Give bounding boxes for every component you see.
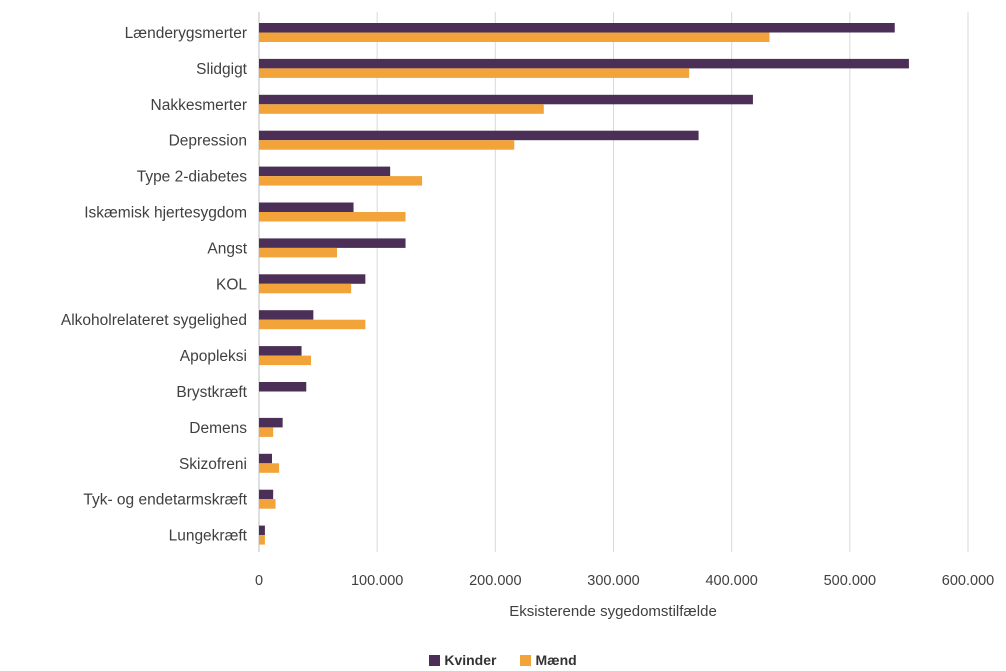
bar-kvinder-iskæmisk-hjertesygdom (259, 202, 354, 212)
legend-swatch-kvinder (429, 654, 441, 666)
category-label: Demens (189, 420, 247, 437)
bar-maend-demens (259, 427, 274, 437)
category-label: Brystkræft (176, 384, 247, 401)
legend-swatch-maend (520, 654, 532, 666)
bar-kvinder-alkoholrelateret-sygelighed (259, 310, 314, 320)
category-label: KOL (216, 276, 247, 293)
bar-kvinder-skizofreni (259, 453, 272, 464)
category-label: Depression (169, 133, 247, 150)
legend-item-kvinder: Kvinder (429, 652, 496, 668)
category-label: Skizofreni (179, 456, 247, 473)
bar-kvinder-slidgigt (259, 58, 909, 69)
bar-maend-alkoholrelateret-sygelighed (259, 319, 366, 330)
bars (259, 23, 909, 545)
x-tick-label: 400.000 (705, 573, 757, 589)
bar-kvinder-angst (259, 238, 406, 248)
bar-kvinder-depression (259, 130, 699, 141)
x-tick-label: 600.000 (942, 573, 994, 589)
x-axis-title: Eksisterende sygedomstilfælde (509, 603, 717, 620)
bar-maend-depression (259, 140, 515, 150)
bar-kvinder-nakkesmerter (259, 94, 753, 105)
bar-maend-lænderygsmerter (259, 32, 770, 42)
bar-maend-nakkesmerter (259, 104, 544, 114)
category-label: Lungekræft (169, 528, 248, 545)
category-label: Type 2-diabetes (137, 169, 248, 186)
bar-kvinder-kol (259, 274, 366, 284)
bar-kvinder-lænderygsmerter (259, 23, 895, 33)
bar-maend-slidgigt (259, 68, 690, 78)
bar-maend-kol (259, 283, 352, 294)
bar-maend-iskæmisk-hjertesygdom (259, 212, 406, 222)
category-label: Alkoholrelateret sygelighed (61, 312, 247, 329)
category-label: Slidgigt (196, 61, 248, 78)
category-labels: Lænderygsmerter Slidgigt Nakkesmerter Depre… (61, 25, 248, 545)
category-label: Nakkesmerter (151, 97, 247, 114)
category-label: Iskæmisk hjertesygdom (84, 205, 247, 222)
x-tick-label: 500.000 (824, 573, 876, 589)
category-label: Tyk- og endetarmskræft (83, 492, 247, 509)
x-tick-label: 300.000 (587, 573, 639, 589)
bar-kvinder-lungekræft (259, 525, 265, 536)
bar-maend-angst (259, 247, 337, 258)
bar-maend-tyk-og-endetarmskræft (259, 499, 276, 509)
category-label: Angst (207, 240, 247, 257)
bar-maend-lungekræft (259, 535, 265, 545)
legend-label-kvinder: Kvinder (444, 652, 497, 668)
x-tick-label: 0 (255, 573, 263, 589)
bar-kvinder-demens (259, 417, 283, 428)
x-tick-label: 100.000 (351, 573, 403, 589)
bar-maend-apopleksi (259, 355, 311, 366)
bar-kvinder-tyk-og-endetarmskræft (259, 489, 274, 500)
bar-kvinder-type-2-diabetes (259, 166, 391, 177)
bar-chart: Lænderygsmerter Slidgigt Nakkesmerter Depre… (61, 12, 994, 620)
x-tick-labels: 0 100.000 200.000 300.000 400.000 500.000 600.… (255, 573, 994, 589)
category-label: Lænderygsmerter (125, 25, 247, 42)
bar-maend-type-2-diabetes (259, 176, 423, 186)
x-tick-label: 200.000 (469, 573, 521, 589)
legend-label-maend: Mænd (535, 652, 577, 668)
bar-kvinder-apopleksi (259, 346, 302, 356)
category-label: Apopleksi (180, 348, 247, 365)
legend: Kvinder Mænd (0, 652, 1006, 668)
bar-kvinder-brystkræft (259, 382, 307, 392)
legend-item-maend: Mænd (520, 652, 577, 668)
bar-maend-skizofreni (259, 463, 280, 473)
